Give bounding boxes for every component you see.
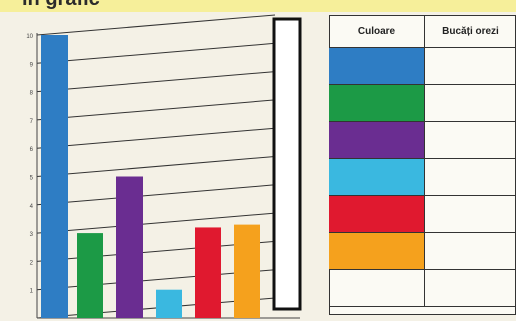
header-color: Culoare [329,15,425,48]
chart-ticks: 1 2 3 4 5 6 7 8 9 10 [26,34,33,295]
table-count-cell[interactable] [425,48,516,85]
table-color-swatch [329,48,425,85]
empty-bar [274,19,300,309]
bar [41,35,68,318]
table-count-cell[interactable] [425,122,516,159]
y-tick-label: 8 [30,91,34,97]
table-count-cell[interactable] [425,85,516,122]
grid-line [37,15,275,35]
y-tick-label: 2 [30,260,34,266]
chart-bars [41,35,260,318]
table-color-swatch [329,270,425,307]
table-color-swatch [329,159,425,196]
bar [234,225,260,318]
table-count-cell[interactable] [425,159,516,196]
y-tick-label: 5 [30,176,34,182]
bar-chart: 1 2 3 4 5 6 7 8 9 10 [0,0,320,321]
grid-line [37,157,275,177]
grid-line [37,72,275,92]
y-tick-label: 10 [26,34,33,40]
grid-line [37,100,275,120]
grid-line [37,185,275,205]
bar [77,233,103,318]
y-tick-label: 6 [30,147,34,153]
table-count-cell[interactable] [425,196,516,233]
y-tick-label: 9 [30,62,34,68]
y-tick-label: 4 [30,204,34,210]
y-tick-label: 1 [30,289,34,295]
color-table: Culoare Bucăți orezi [329,15,516,315]
y-tick-label: 3 [30,232,34,238]
bar [195,227,221,318]
grid-line [37,128,275,148]
y-tick-label: 7 [30,119,34,125]
chart-axis [37,33,300,318]
table-count-cell[interactable] [425,233,516,270]
table-color-swatch [329,85,425,122]
table-count-cell[interactable] [425,270,516,307]
table-color-swatch [329,122,425,159]
bar [116,177,143,319]
header-pieces: Bucăți orezi [425,15,516,48]
grid-line [37,43,275,63]
table-color-swatch [329,196,425,233]
table-color-swatch [329,233,425,270]
bar [156,290,182,318]
